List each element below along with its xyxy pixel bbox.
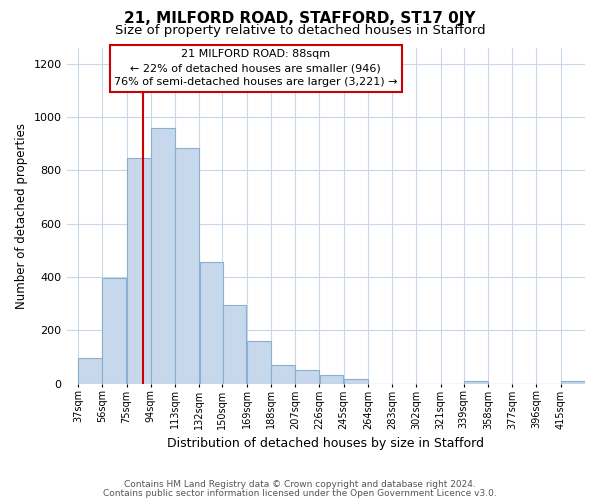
Bar <box>175 148 199 384</box>
Bar <box>200 262 223 384</box>
Bar <box>271 365 295 384</box>
Text: 21, MILFORD ROAD, STAFFORD, ST17 0JY: 21, MILFORD ROAD, STAFFORD, ST17 0JY <box>124 11 476 26</box>
Bar <box>151 128 175 384</box>
Bar <box>103 278 127 384</box>
Text: Contains HM Land Registry data © Crown copyright and database right 2024.: Contains HM Land Registry data © Crown c… <box>124 480 476 489</box>
Bar <box>78 358 102 384</box>
Bar <box>344 379 368 384</box>
Text: Contains public sector information licensed under the Open Government Licence v3: Contains public sector information licen… <box>103 489 497 498</box>
Text: Size of property relative to detached houses in Stafford: Size of property relative to detached ho… <box>115 24 485 37</box>
Bar <box>561 381 585 384</box>
Text: 21 MILFORD ROAD: 88sqm
← 22% of detached houses are smaller (946)
76% of semi-de: 21 MILFORD ROAD: 88sqm ← 22% of detached… <box>114 49 398 87</box>
Bar <box>295 370 319 384</box>
Bar <box>127 158 151 384</box>
X-axis label: Distribution of detached houses by size in Stafford: Distribution of detached houses by size … <box>167 437 484 450</box>
Y-axis label: Number of detached properties: Number of detached properties <box>15 122 28 308</box>
Bar <box>247 341 271 384</box>
Bar <box>223 305 247 384</box>
Bar <box>320 375 343 384</box>
Bar <box>464 381 488 384</box>
